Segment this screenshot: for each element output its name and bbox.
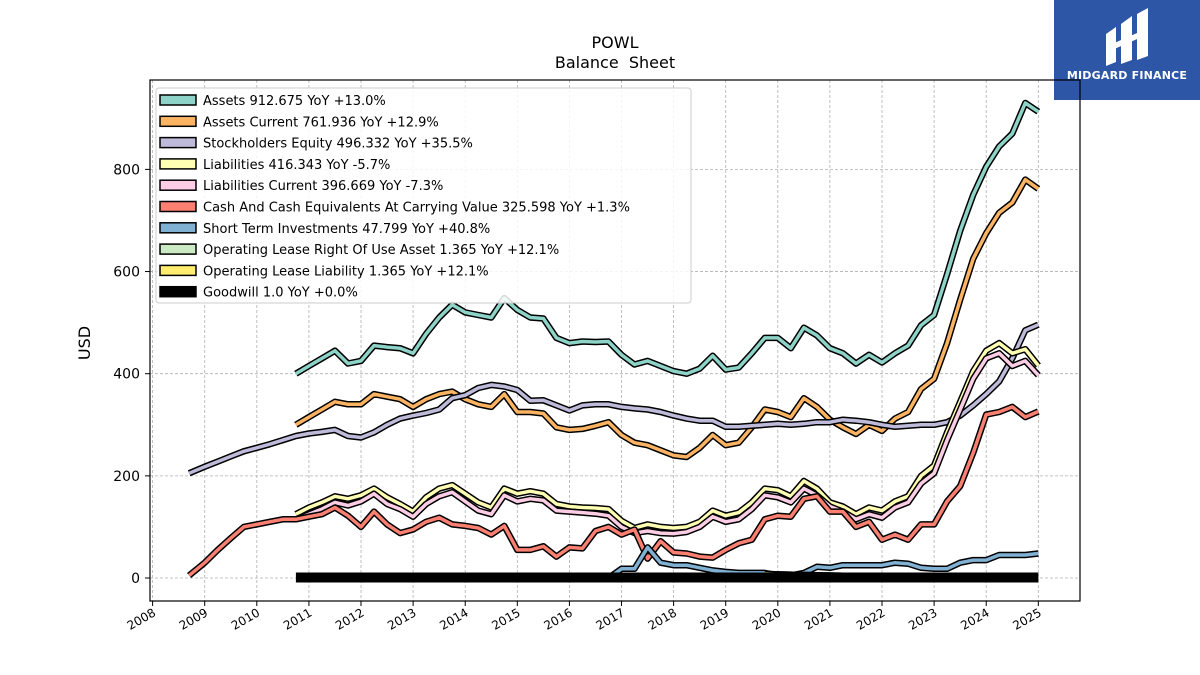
x-tick-label: 2009 xyxy=(177,605,210,632)
legend-item: Operating Lease Right Of Use Asset 1.365… xyxy=(159,243,559,258)
x-tick-label: 2015 xyxy=(489,605,522,632)
chart-title: POWL xyxy=(592,33,639,52)
legend-label: Assets 912.675 YoY +13.0% xyxy=(203,94,386,109)
legend-item: Goodwill 1.0 YoY +0.0% xyxy=(159,285,358,301)
legend-swatch xyxy=(159,243,197,255)
legend-label: Operating Lease Liability 1.365 YoY +12.… xyxy=(203,264,489,279)
legend-swatch xyxy=(159,200,197,213)
legend-item: Cash And Cash Equivalents At Carrying Va… xyxy=(159,200,630,216)
legend-label: Goodwill 1.0 YoY +0.0% xyxy=(203,286,358,301)
x-tick-label: 2008 xyxy=(125,605,158,632)
legend-item: Assets 912.675 YoY +13.0% xyxy=(159,94,386,109)
legend-swatch xyxy=(159,136,197,149)
chart-subtitle: Balance Sheet xyxy=(555,53,675,72)
legend-item: Operating Lease Liability 1.365 YoY +12.… xyxy=(159,264,489,279)
legend-swatch xyxy=(159,179,197,191)
legend-swatch xyxy=(159,222,197,234)
x-tick-label: 2014 xyxy=(437,605,470,632)
legend-item: Assets Current 761.936 YoY +12.9% xyxy=(159,115,439,130)
x-tick-label: 2017 xyxy=(594,605,627,632)
y-tick-label: 200 xyxy=(113,469,140,485)
legend-item: Liabilities 416.343 YoY -5.7% xyxy=(159,158,390,173)
series-liabilities xyxy=(294,339,1041,532)
legend-label: Operating Lease Right Of Use Asset 1.365… xyxy=(203,243,559,258)
x-tick-label: 2024 xyxy=(958,605,991,632)
legend-label: Assets Current 761.936 YoY +12.9% xyxy=(203,115,439,130)
x-tick-label: 2018 xyxy=(646,605,679,632)
x-tick-label: 2019 xyxy=(698,605,731,632)
legend-item: Liabilities Current 396.669 YoY -7.3% xyxy=(159,179,443,194)
y-tick-label: 0 xyxy=(131,571,140,587)
series-line xyxy=(187,405,1039,577)
legend-label: Liabilities Current 396.669 YoY -7.3% xyxy=(203,179,443,194)
legend-swatch xyxy=(159,115,197,128)
legend-label: Stockholders Equity 496.332 YoY +35.5% xyxy=(203,137,473,152)
brand-logo: MIDGARD FINANCE xyxy=(1054,0,1200,100)
plot-frame xyxy=(149,79,1081,602)
x-tick-label: 2011 xyxy=(281,605,314,632)
x-tick-label: 2022 xyxy=(854,605,887,632)
legend-label: Liabilities 416.343 YoY -5.7% xyxy=(203,158,390,173)
x-tick-label: 2010 xyxy=(229,605,262,632)
x-tick-label: 2021 xyxy=(802,605,835,632)
logo-mark-icon xyxy=(1106,8,1148,66)
y-axis-label: USD xyxy=(75,326,94,360)
series-line xyxy=(295,177,1040,459)
x-tick-label: 2020 xyxy=(750,605,783,632)
y-tick-label: 600 xyxy=(113,265,140,281)
x-tick-label: 2016 xyxy=(541,605,574,632)
series-line xyxy=(188,323,1039,475)
series-stockholders-equity xyxy=(187,321,1040,477)
series-assets xyxy=(294,99,1041,377)
series-assets-current xyxy=(294,176,1041,461)
series-liabilities-current xyxy=(294,350,1041,537)
legend: Assets 912.675 YoY +13.0% Assets Current … xyxy=(155,87,692,304)
legend-swatch xyxy=(159,94,197,106)
series-cash-and-cash-equivalents-at-carrying-value xyxy=(187,403,1040,579)
series-line xyxy=(295,101,1040,376)
legend-swatch xyxy=(159,158,197,170)
x-tick-label: 2013 xyxy=(385,605,418,632)
series-line xyxy=(607,545,1039,580)
legend-box xyxy=(155,87,692,304)
series-line xyxy=(295,341,1040,530)
y-tick-label: 800 xyxy=(113,162,140,178)
series-short-term-investments xyxy=(606,544,1039,581)
legend-swatch xyxy=(159,285,197,298)
legend-swatch xyxy=(159,264,197,277)
brand-name: MIDGARD FINANCE xyxy=(1066,69,1188,82)
legend-label: Short Term Investments 47.799 YoY +40.8% xyxy=(203,222,490,237)
x-tick-label: 2012 xyxy=(333,605,366,632)
series-line xyxy=(295,351,1040,536)
y-tick-label: 400 xyxy=(113,367,140,383)
legend-item: Short Term Investments 47.799 YoY +40.8% xyxy=(159,222,490,237)
x-tick-label: 2023 xyxy=(906,605,939,632)
x-tick-label: 2025 xyxy=(1010,605,1043,632)
series-lines xyxy=(187,99,1041,583)
legend-item: Stockholders Equity 496.332 YoY +35.5% xyxy=(159,136,473,152)
legend-label: Cash And Cash Equivalents At Carrying Va… xyxy=(203,201,630,216)
